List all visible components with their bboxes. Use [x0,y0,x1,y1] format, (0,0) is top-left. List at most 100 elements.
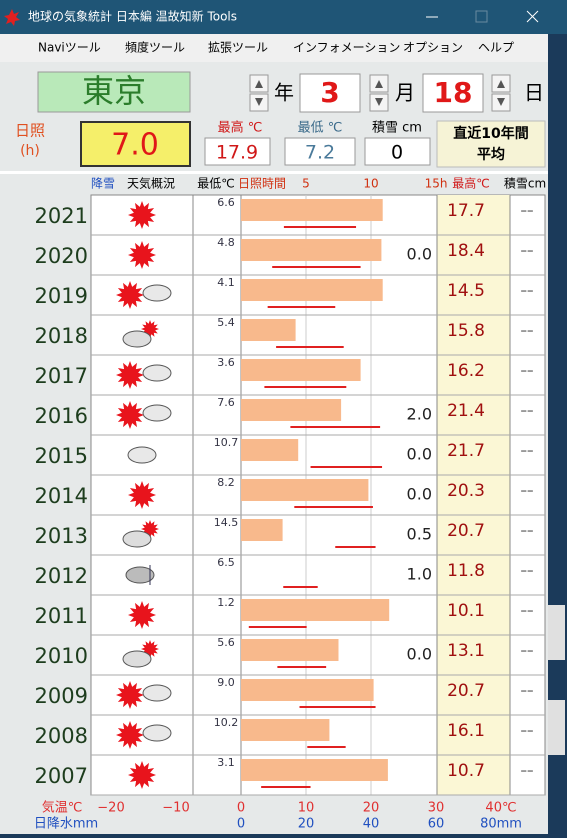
max-temp: 20.7 [447,521,485,541]
max-label: 最高 ℃ [218,120,263,136]
header: 最高℃ [452,176,489,191]
day: 18 [434,76,473,109]
snow: –– [521,284,534,299]
sunshine-bar [241,479,368,501]
max-temp: 20.7 [447,681,485,701]
temp-tick-label: 10 [298,801,315,816]
precip: 1.0 [407,565,432,584]
sunshine-bar [241,279,383,301]
menu-item: ヘルプ [478,41,514,55]
max-temp: 10.7 [447,761,485,781]
precip-tick-label: 0 [237,817,245,832]
min-temp: 1.2 [217,596,235,609]
max-temp: 17.7 [447,201,485,221]
min-temp: 4.1 [217,276,235,289]
max-temp: 11.8 [447,561,485,581]
city: 東京 [82,72,146,110]
sunshine-label: 日照 [15,122,45,140]
year: 2010 [35,644,88,668]
min-temp: 5.6 [217,636,235,649]
day-label: 日 [524,81,544,105]
temp-tick-label: 30 [428,801,445,816]
snow: –– [521,684,534,699]
menu-item: Naviツール [38,41,101,55]
cloud-icon [123,531,151,547]
year: 2008 [35,724,88,748]
snow: –– [521,564,534,579]
max-temp: 21.7 [447,441,485,461]
year: 2019 [35,284,88,308]
menu-item: インフォメーション [293,41,400,55]
page: 地球の気象統計 日本編 温故知新 Tools 東京 年 3 月 18 日 日照 … [0,0,567,834]
window-title: 地球の気象統計 日本編 温故知新 Tools [28,9,237,24]
max-value: 17.9 [216,142,258,164]
sunshine-tick-label: 15h [425,177,448,191]
year: 2013 [35,524,88,548]
snow: –– [521,764,534,779]
snow: –– [521,724,534,739]
year-label: 年 [274,81,294,105]
max-temp: 18.4 [447,241,485,261]
min-temp: 8.2 [217,476,235,489]
menu-item: 拡張ツール [208,41,268,55]
precip-tick-label: 20 [298,817,315,832]
cloud-icon [143,285,171,301]
cloud-icon [123,331,151,347]
sunshine-value: 7.0 [111,128,159,163]
snow: –– [521,524,534,539]
app-window: 地球の気象統計 日本編 温故知新 Tools 東京 年 3 月 18 日 日照 … [0,0,567,834]
header: 天気概況 [127,176,175,191]
min-temp: 5.4 [217,316,235,329]
scroll-up[interactable] [548,605,565,660]
sunshine-bar [241,239,381,261]
temp-tick-label: −20 [97,801,124,816]
sunshine-bar [241,399,341,421]
precip: 0.0 [407,485,432,504]
precip: 0.0 [407,445,432,464]
min-temp: 10.2 [214,716,239,729]
precip: 2.0 [407,405,432,424]
month-label: 月 [395,81,415,105]
sunshine-bar [241,519,283,541]
header: 降雪 [91,177,115,191]
header: 積雪cm [504,176,546,191]
precip-tick-label: 40 [363,817,380,832]
snow: –– [521,484,534,499]
max-temp: 20.3 [447,481,485,501]
sunshine-label: (h) [20,143,40,159]
precip: 0.5 [407,525,432,544]
snow: –– [521,364,534,379]
max-temp: 21.4 [447,401,485,421]
min-temp: 6.5 [217,556,235,569]
snow-label: 積雪 cm [372,121,422,136]
month: 3 [320,76,339,109]
cloud-icon [143,365,171,381]
scroll-down[interactable] [548,700,565,755]
min-temp: 14.5 [214,516,239,529]
precip-axis-label: 日降水mm [34,817,98,832]
temp-tick-label: −10 [162,801,189,816]
max-temp: 14.5 [447,281,485,301]
snow-value: 0 [391,142,403,164]
temp-tick-label: 40℃ [485,801,516,816]
period: 直近10年間 [453,125,528,142]
min-temp: 3.1 [217,756,235,769]
precip: 0.0 [407,645,432,664]
year: 2009 [35,684,88,708]
header: 日照時間 [238,177,286,191]
max-temp: 16.2 [447,361,485,381]
temp-axis-label: 気温℃ [42,800,83,816]
year: 2021 [35,204,88,228]
max-temp: 15.8 [447,321,485,341]
sunshine-bar [241,319,296,341]
snow: –– [521,444,534,459]
year: 2018 [35,324,88,348]
sunshine-bar [241,639,339,661]
sunshine-bar [241,199,383,221]
sunshine-bar [241,439,298,461]
cloud-icon [143,685,171,701]
snow: –– [521,404,534,419]
sunshine-bar [241,599,389,621]
precip-tick-label: 80mm [480,817,522,832]
sunshine-tick-label: 10 [363,177,378,191]
